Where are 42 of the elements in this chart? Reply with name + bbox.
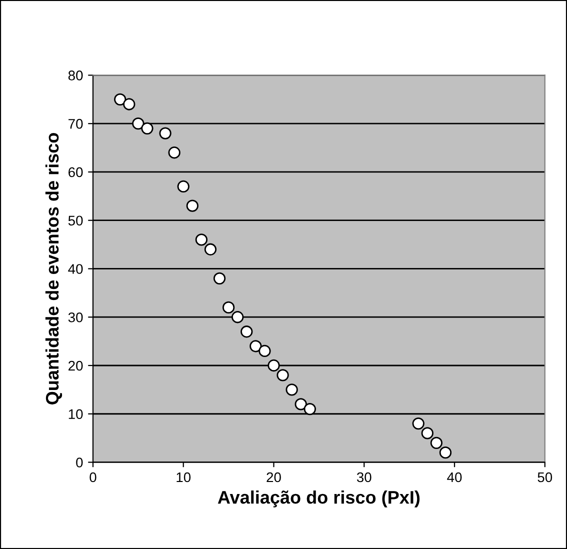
x-tick-label: 30 [356,472,372,482]
point [268,359,280,372]
y-tick-label: 30 [68,312,83,322]
point [159,127,172,140]
point [439,446,452,459]
point [186,200,198,212]
point [114,93,126,106]
y-axis-title: Quantidade de eventos de risco [45,132,62,404]
x-tick-label: 0 [90,472,96,482]
y-tick-label: 10 [68,409,83,420]
point [177,180,190,193]
point [304,402,316,416]
y-tick-label: 0 [76,458,83,468]
point [240,326,253,338]
y-tick-label: 80 [68,70,83,80]
y-tick-label: 50 [68,216,83,226]
y-tick-label: 60 [68,167,83,178]
point [141,122,154,135]
x-tick-label: 20 [266,472,281,482]
point [123,98,136,110]
point [204,243,217,256]
point [412,417,424,430]
y-tick-label: 40 [68,264,83,274]
point [286,384,298,396]
point [421,427,434,440]
point [276,369,289,382]
point [132,118,144,130]
point [258,344,271,358]
y-tick-label: 20 [68,360,83,371]
point [430,436,443,449]
point [168,146,180,159]
y-tick-label: 70 [68,118,83,129]
point [213,272,226,284]
x-tick-label: 50 [538,472,552,482]
point [195,234,208,246]
point [222,301,235,314]
x-tick-label: 40 [447,472,462,482]
point [232,311,244,324]
x-axis-title: Avaliação do risco (PxI) [218,490,420,508]
x-tick-label: 10 [176,472,191,482]
point [294,398,307,410]
point [250,340,262,352]
